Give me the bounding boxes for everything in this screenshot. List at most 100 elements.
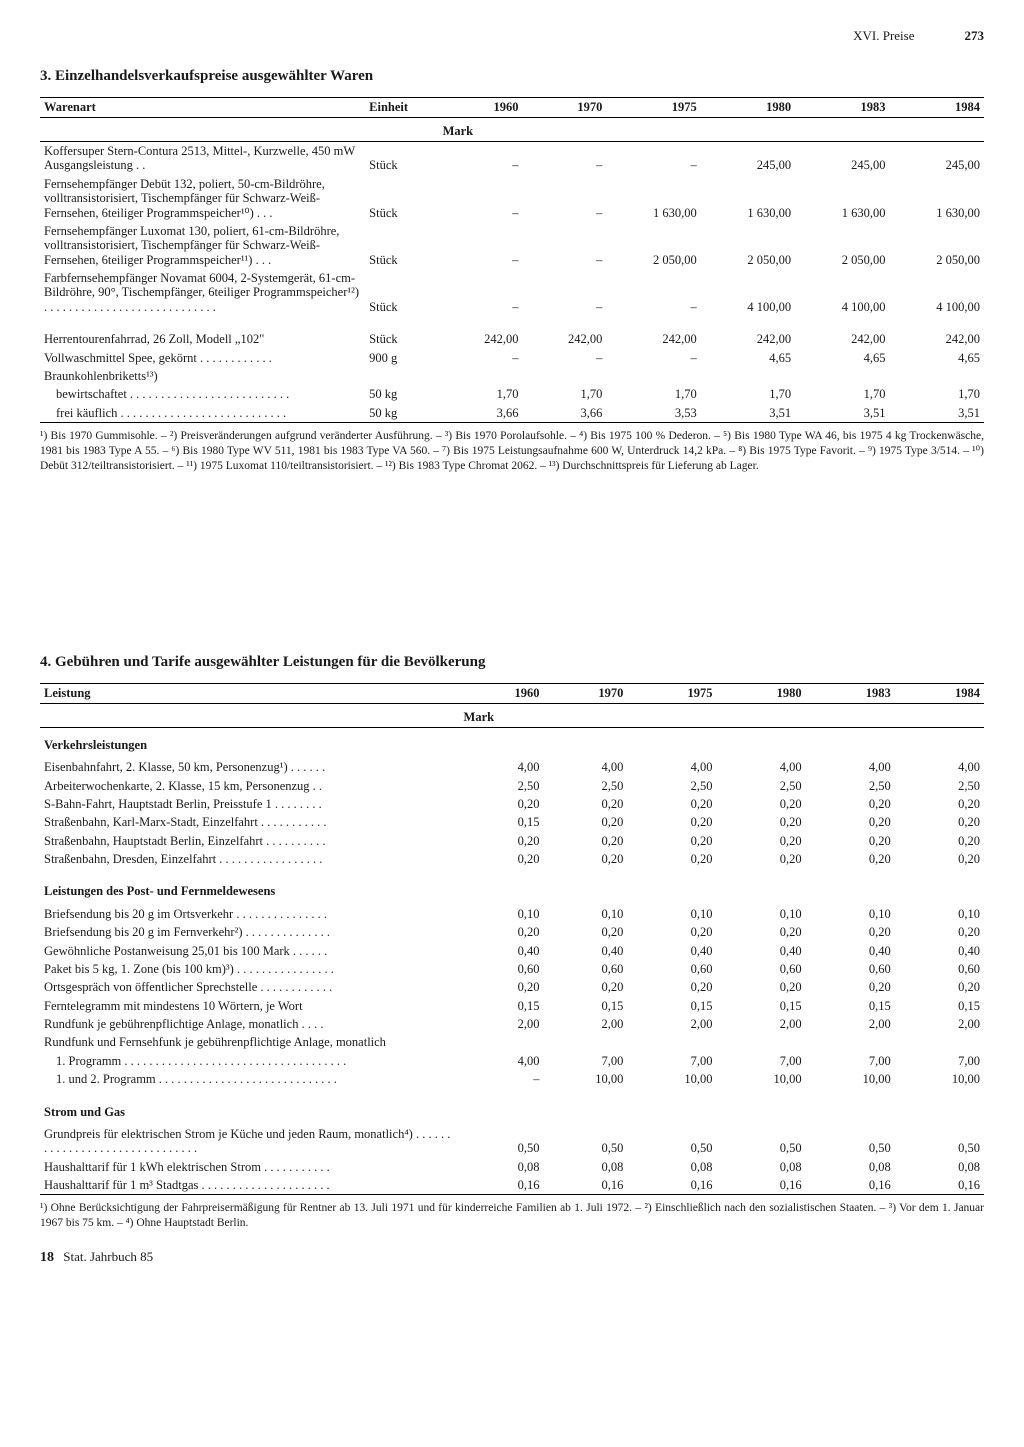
col-unit: Einheit (365, 98, 438, 118)
cell-value: 1 630,00 (606, 175, 700, 222)
table-row: Fernsehempfänger Debüt 132, poliert, 50-… (40, 175, 984, 222)
cell-value (522, 367, 606, 385)
cell-desc: Straßenbahn, Hauptstadt Berlin, Einzelfa… (40, 832, 460, 850)
cell-value: 0,20 (806, 832, 895, 850)
cell-value: 0,10 (543, 905, 627, 923)
cell-value: 0,08 (717, 1158, 806, 1176)
cell-value: 2 050,00 (795, 222, 889, 269)
table-row: Vollwaschmittel Spee, gekörnt . . . . . … (40, 349, 984, 367)
s4-col-1975: 1975 (627, 683, 716, 703)
cell-value (627, 1033, 716, 1051)
cell-value: 1,70 (701, 385, 795, 403)
cell-value: 4,00 (460, 1052, 544, 1070)
table-row: Straßenbahn, Dresden, Einzelfahrt . . . … (40, 850, 984, 868)
cell-value: 0,16 (543, 1176, 627, 1195)
cell-value: 0,20 (806, 813, 895, 831)
cell-value: 0,15 (627, 997, 716, 1015)
cell-value (795, 367, 889, 385)
cell-desc: S-Bahn-Fahrt, Hauptstadt Berlin, Preisst… (40, 795, 460, 813)
table-row: Rundfunk je gebührenpflichtige Anlage, m… (40, 1015, 984, 1033)
cell-value: – (522, 349, 606, 367)
cell-value: 0,08 (543, 1158, 627, 1176)
cell-value: 3,66 (522, 404, 606, 423)
cell-value: 0,20 (460, 923, 544, 941)
cell-value: 0,20 (806, 795, 895, 813)
cell-value: 1,70 (439, 385, 523, 403)
cell-desc: Rundfunk je gebührenpflichtige Anlage, m… (40, 1015, 460, 1033)
cell-value: 0,08 (806, 1158, 895, 1176)
cell-value: 0,40 (543, 942, 627, 960)
cell-unit: 900 g (365, 349, 438, 367)
col-1970: 1970 (522, 98, 606, 118)
table-row: Haushalttarif für 1 m³ Stadtgas . . . . … (40, 1176, 984, 1195)
cell-value: 0,20 (806, 923, 895, 941)
cell-value: 0,20 (627, 832, 716, 850)
cell-value: 0,16 (717, 1176, 806, 1195)
cell-desc: 1. Programm . . . . . . . . . . . . . . … (40, 1052, 460, 1070)
section3-title: 3. Einzelhandelsverkaufspreise ausgewähl… (40, 68, 984, 85)
table-row: Eisenbahnfahrt, 2. Klasse, 50 km, Person… (40, 758, 984, 776)
cell-value (460, 1033, 544, 1051)
table-row: Straßenbahn, Hauptstadt Berlin, Einzelfa… (40, 832, 984, 850)
cell-value: 242,00 (606, 330, 700, 348)
cell-desc: Straßenbahn, Karl-Marx-Stadt, Einzelfahr… (40, 813, 460, 831)
cell-value: 0,15 (895, 997, 984, 1015)
table-group-heading: Verkehrsleistungen (40, 727, 984, 758)
cell-value (543, 1033, 627, 1051)
cell-value: 0,16 (806, 1176, 895, 1195)
cell-desc: Ferntelegramm mit mindestens 10 Wörtern,… (40, 997, 460, 1015)
table-group-heading: Leistungen des Post- und Fernmeldewesens (40, 868, 984, 904)
cell-value: – (606, 269, 700, 316)
cell-desc: Koffersuper Stern-Contura 2513, Mittel-,… (40, 142, 365, 175)
cell-value: 2 050,00 (890, 222, 984, 269)
table-row: Briefsendung bis 20 g im Ortsverkehr . .… (40, 905, 984, 923)
cell-value: 2,50 (460, 777, 544, 795)
col-1983: 1983 (795, 98, 889, 118)
cell-value: 0,20 (460, 795, 544, 813)
cell-value: 7,00 (717, 1052, 806, 1070)
cell-value: 0,20 (895, 978, 984, 996)
table-row: frei käuflich . . . . . . . . . . . . . … (40, 404, 984, 423)
cell-value: 2,50 (627, 777, 716, 795)
cell-value: 0,50 (717, 1125, 806, 1158)
cell-value (717, 1033, 806, 1051)
section3-footnotes: ¹) Bis 1970 Gummisohle. – ²) Preisveränd… (40, 429, 984, 474)
cell-value: 10,00 (627, 1070, 716, 1088)
cell-value: 0,20 (806, 978, 895, 996)
section4-footnotes: ¹) Ohne Berücksichtigung der Fahrpreiser… (40, 1201, 984, 1231)
cell-value: 0,15 (717, 997, 806, 1015)
table-row (40, 316, 984, 330)
cell-value: 0,40 (460, 942, 544, 960)
cell-value: 0,16 (460, 1176, 544, 1195)
cell-value: 0,10 (627, 905, 716, 923)
cell-value: 0,20 (460, 850, 544, 868)
cell-value: 242,00 (890, 330, 984, 348)
cell-desc: Braunkohlenbriketts¹³) (40, 367, 365, 385)
page-number: 273 (965, 28, 985, 44)
cell-value: 0,16 (627, 1176, 716, 1195)
cell-value: 0,16 (895, 1176, 984, 1195)
cell-value: – (439, 349, 523, 367)
cell-unit: Stück (365, 330, 438, 348)
cell-value (701, 367, 795, 385)
cell-value: 0,20 (627, 813, 716, 831)
cell-value: 0,60 (460, 960, 544, 978)
table-row: 1. Programm . . . . . . . . . . . . . . … (40, 1052, 984, 1070)
cell-value: 0,40 (895, 942, 984, 960)
cell-value: 2,00 (806, 1015, 895, 1033)
cell-value: 2,50 (717, 777, 806, 795)
cell-value: 2 050,00 (606, 222, 700, 269)
cell-desc: Haushalttarif für 1 m³ Stadtgas . . . . … (40, 1176, 460, 1195)
cell-value: 0,20 (717, 923, 806, 941)
cell-value: 0,60 (543, 960, 627, 978)
cell-value: 4,00 (460, 758, 544, 776)
cell-desc: Fernsehempfänger Luxomat 130, poliert, 6… (40, 222, 365, 269)
cell-value: 0,20 (895, 923, 984, 941)
cell-value (606, 367, 700, 385)
cell-value: 10,00 (543, 1070, 627, 1088)
cell-unit: Stück (365, 269, 438, 316)
cell-value: 245,00 (701, 142, 795, 175)
cell-value: 2,50 (543, 777, 627, 795)
cell-value: 1 630,00 (795, 175, 889, 222)
table-row: Fernsehempfänger Luxomat 130, poliert, 6… (40, 222, 984, 269)
